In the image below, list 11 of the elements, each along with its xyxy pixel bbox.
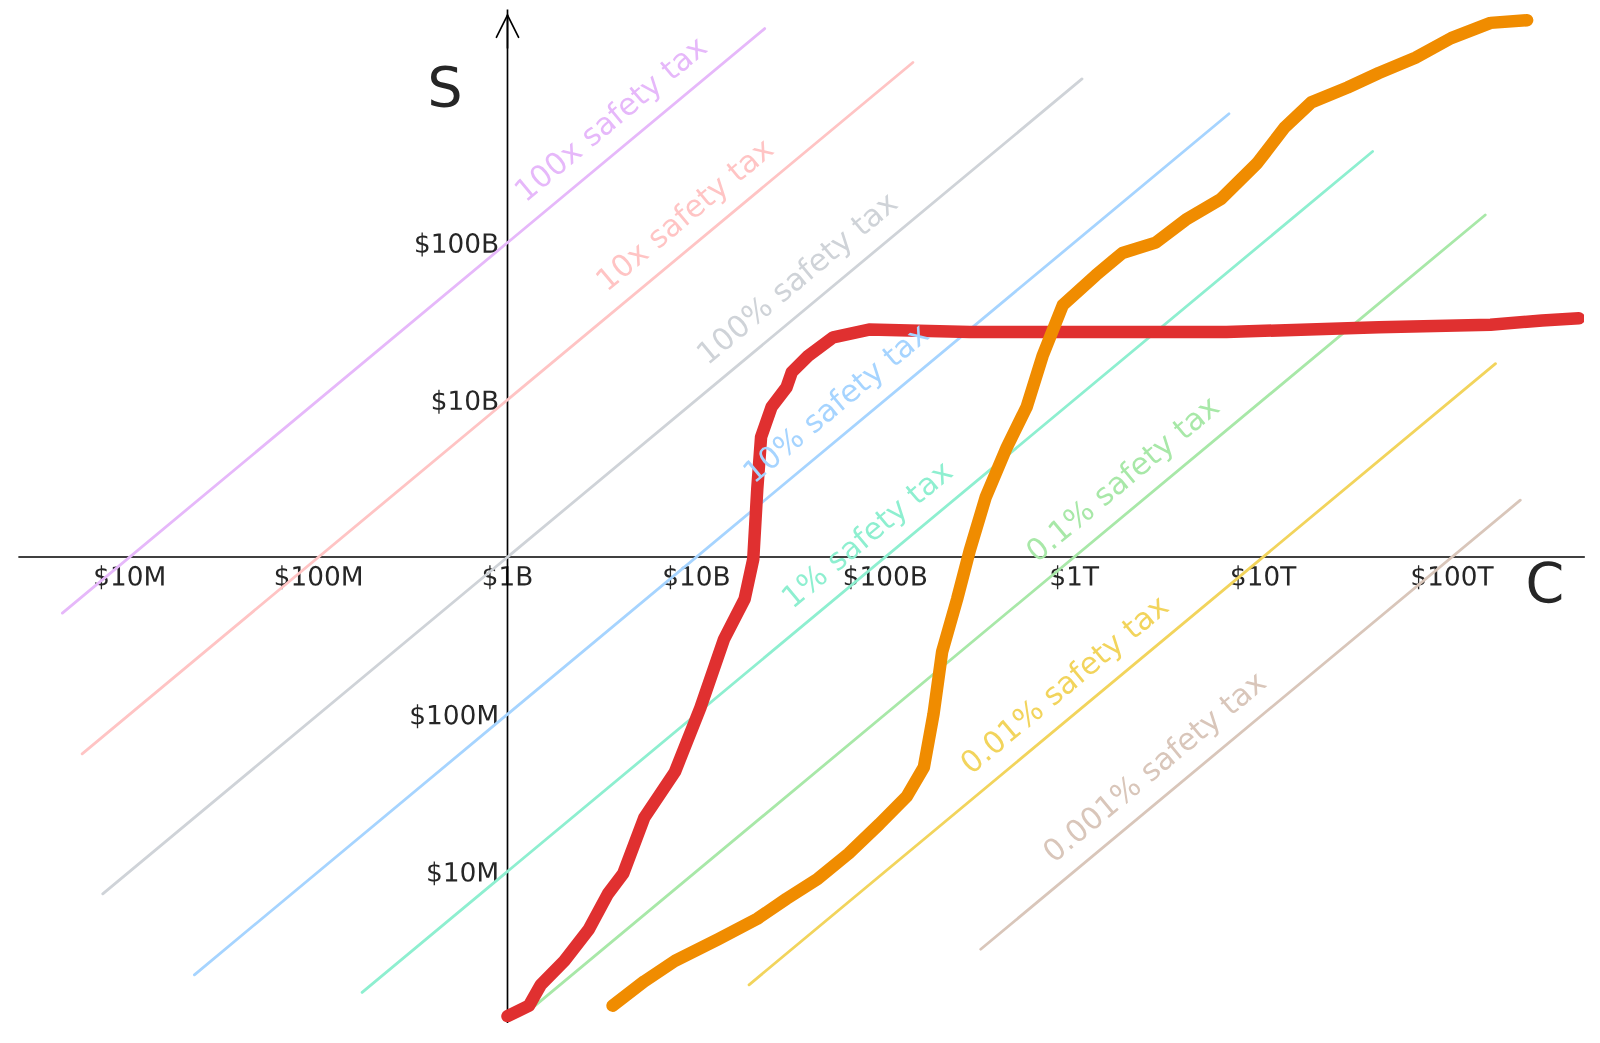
y-tick-label: $100M (411, 704, 497, 729)
x-tick-label: $1T (1051, 565, 1100, 590)
x-tick-label: $100M (275, 565, 361, 590)
y-tick-label: $10M (428, 861, 497, 886)
x-tick-label: $10B (664, 565, 729, 590)
x-axis-title: C (1528, 561, 1562, 604)
y-axis-title: S (431, 65, 460, 108)
y-tick-label: $100B (416, 232, 498, 257)
x-tick-label: $10M (95, 565, 164, 590)
x-tick-label: $100T (1412, 565, 1494, 590)
y-tick-label: $10B (432, 389, 498, 414)
